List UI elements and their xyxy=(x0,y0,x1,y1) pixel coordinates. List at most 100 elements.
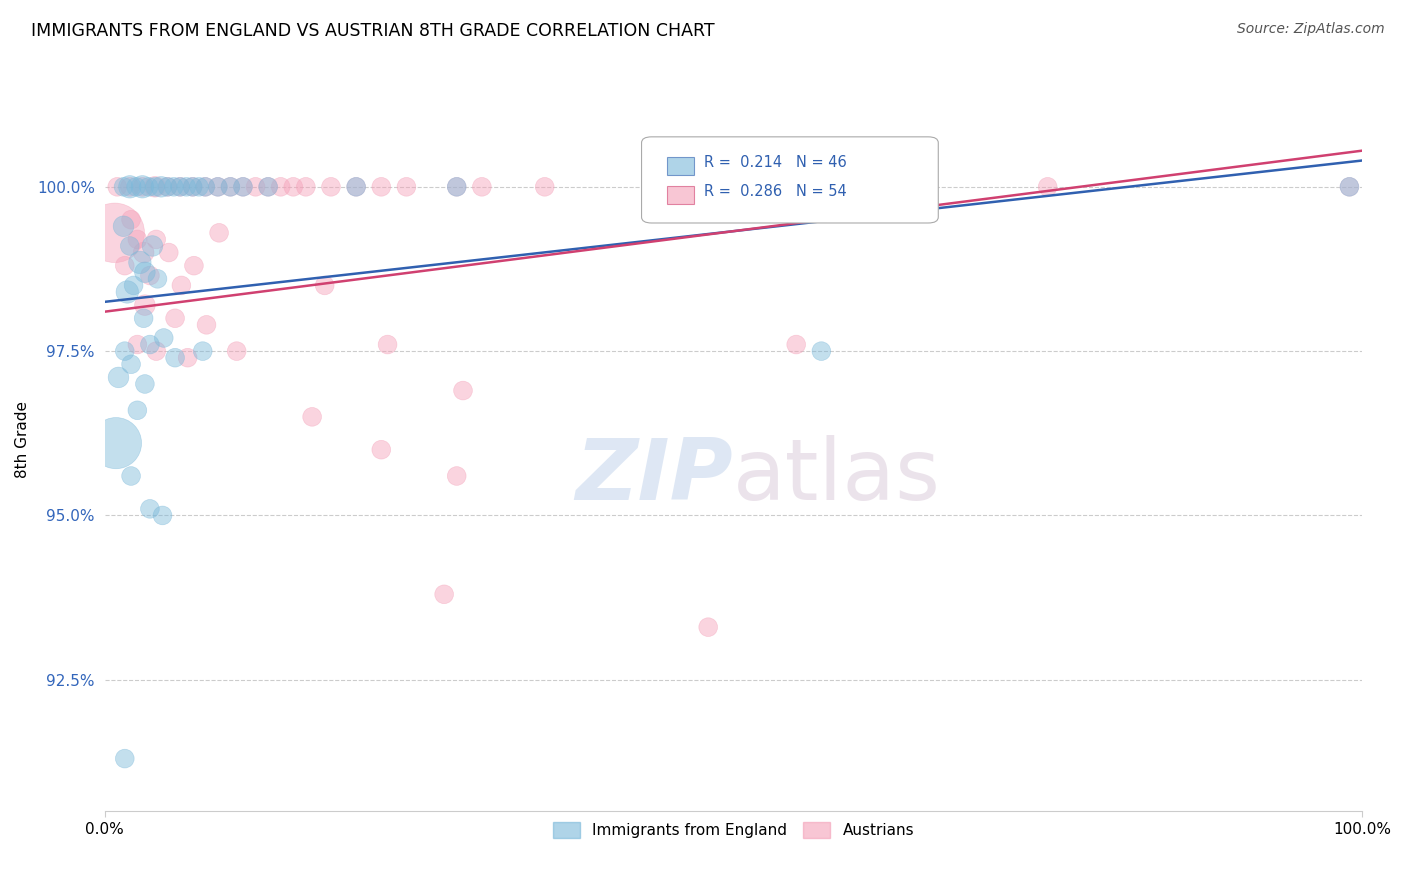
Point xyxy=(122,278,145,293)
Point xyxy=(107,370,129,384)
Legend: Immigrants from England, Austrians: Immigrants from England, Austrians xyxy=(547,815,920,845)
Point xyxy=(163,179,186,194)
Point xyxy=(723,179,745,194)
Point xyxy=(270,179,292,194)
Point xyxy=(132,245,155,260)
Point xyxy=(118,179,141,194)
FancyBboxPatch shape xyxy=(666,157,695,175)
Point xyxy=(181,179,204,194)
Point xyxy=(785,179,807,194)
Point xyxy=(1339,179,1361,194)
FancyBboxPatch shape xyxy=(641,136,938,223)
Text: R =  0.214   N = 46: R = 0.214 N = 46 xyxy=(704,154,848,169)
Point xyxy=(370,442,392,457)
Point xyxy=(134,298,156,312)
Point xyxy=(319,179,342,194)
Point xyxy=(219,179,242,194)
Point xyxy=(785,337,807,351)
Point xyxy=(207,179,229,194)
Point xyxy=(181,179,204,194)
Text: ZIP: ZIP xyxy=(575,435,734,518)
Point xyxy=(257,179,280,194)
Point xyxy=(183,259,205,273)
Point xyxy=(344,179,367,194)
Point xyxy=(697,620,720,634)
Point xyxy=(139,268,162,283)
Text: Source: ZipAtlas.com: Source: ZipAtlas.com xyxy=(1237,22,1385,37)
Point xyxy=(112,219,135,234)
Point xyxy=(114,259,136,273)
Point xyxy=(134,376,156,391)
Point xyxy=(120,357,142,371)
Point xyxy=(188,179,211,194)
Point xyxy=(195,318,218,332)
Point xyxy=(131,179,153,194)
Point xyxy=(377,337,399,351)
Point xyxy=(232,179,254,194)
Point xyxy=(117,285,139,299)
Point xyxy=(176,179,198,194)
Point xyxy=(1036,179,1059,194)
Point xyxy=(194,179,217,194)
Point xyxy=(143,179,166,194)
Point xyxy=(245,179,267,194)
Text: IMMIGRANTS FROM ENGLAND VS AUSTRIAN 8TH GRADE CORRELATION CHART: IMMIGRANTS FROM ENGLAND VS AUSTRIAN 8TH … xyxy=(31,22,714,40)
Point xyxy=(141,239,163,253)
Point xyxy=(810,344,832,359)
Point xyxy=(156,179,179,194)
Point xyxy=(446,179,468,194)
Point xyxy=(257,179,280,194)
Point xyxy=(295,179,318,194)
Point xyxy=(446,469,468,483)
Point xyxy=(395,179,418,194)
Text: R =  0.286   N = 54: R = 0.286 N = 54 xyxy=(704,184,848,199)
Point xyxy=(165,351,187,365)
FancyBboxPatch shape xyxy=(666,186,695,203)
Point xyxy=(283,179,305,194)
Point xyxy=(139,501,162,516)
Point xyxy=(118,179,141,194)
Point xyxy=(112,179,135,194)
Y-axis label: 8th Grade: 8th Grade xyxy=(15,401,30,478)
Point xyxy=(446,179,468,194)
Point xyxy=(194,179,217,194)
Point xyxy=(156,179,179,194)
Point xyxy=(152,508,174,523)
Point xyxy=(143,179,166,194)
Point xyxy=(104,436,127,450)
Point xyxy=(127,403,149,417)
Point xyxy=(157,245,180,260)
Point xyxy=(125,179,148,194)
Point xyxy=(127,337,149,351)
Point xyxy=(118,239,141,253)
Point xyxy=(176,351,198,365)
Point xyxy=(208,226,231,240)
Point xyxy=(1339,179,1361,194)
Point xyxy=(128,255,150,269)
Point xyxy=(301,409,323,424)
Point xyxy=(127,232,149,246)
Point xyxy=(145,344,167,359)
Point xyxy=(191,344,214,359)
Point xyxy=(139,337,162,351)
Point xyxy=(150,179,173,194)
Point xyxy=(471,179,494,194)
Point xyxy=(132,311,155,326)
Point xyxy=(120,212,142,227)
Point xyxy=(145,232,167,246)
Point xyxy=(104,226,127,240)
Point xyxy=(225,344,247,359)
Point xyxy=(114,751,136,765)
Point xyxy=(370,179,392,194)
Point xyxy=(138,179,160,194)
Point xyxy=(170,278,193,293)
Point xyxy=(533,179,555,194)
Point xyxy=(207,179,229,194)
Point xyxy=(314,278,336,293)
Point xyxy=(105,179,128,194)
Point xyxy=(232,179,254,194)
Point xyxy=(131,179,153,194)
Point xyxy=(114,344,136,359)
Point xyxy=(433,587,456,601)
Point xyxy=(169,179,191,194)
